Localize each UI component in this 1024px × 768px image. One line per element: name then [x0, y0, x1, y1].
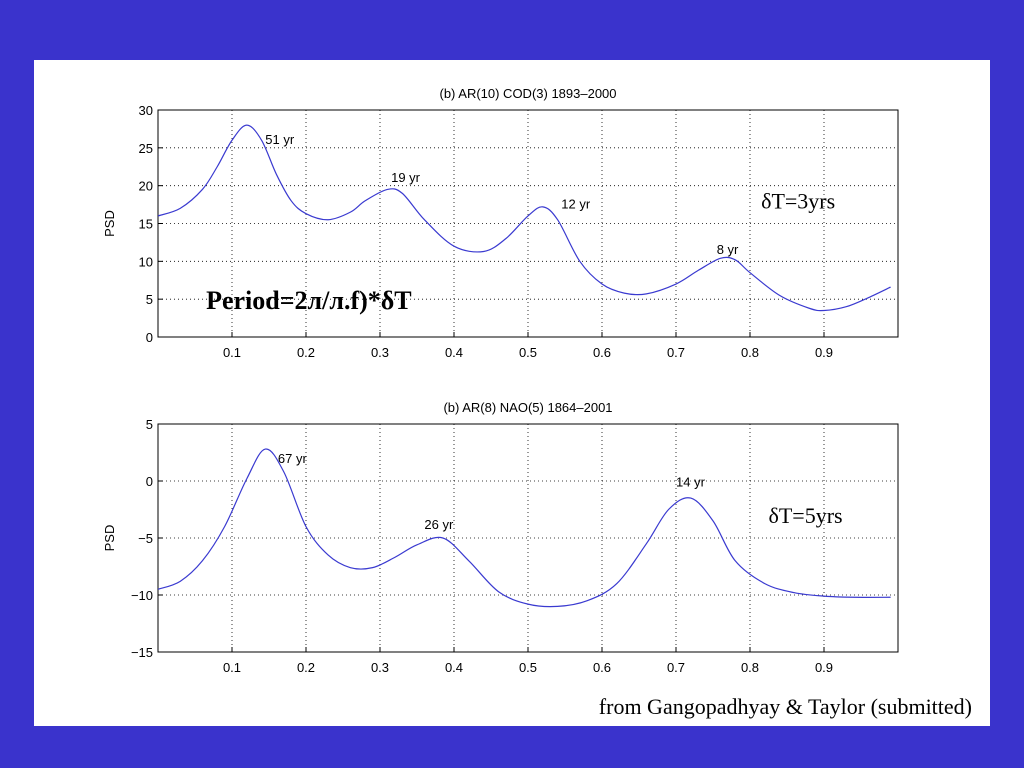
x-tick-label: 0.7: [667, 660, 685, 675]
x-tick-label: 0.4: [445, 345, 463, 360]
source-credit: from Gangopadhyay & Taylor (submitted): [598, 694, 972, 719]
y-axis-label: PSD: [102, 210, 117, 237]
y-tick-label: 25: [139, 141, 153, 156]
x-tick-label: 0.2: [297, 345, 315, 360]
x-tick-label: 0.9: [815, 345, 833, 360]
x-tick-label: 0.5: [519, 660, 537, 675]
y-tick-label: −15: [131, 645, 153, 660]
x-tick-label: 0.3: [371, 345, 389, 360]
x-tick-label: 0.8: [741, 345, 759, 360]
y-tick-label: 15: [139, 217, 153, 232]
x-tick-label: 0.4: [445, 660, 463, 675]
peak-annotation: 19 yr: [391, 170, 421, 185]
y-tick-label: 5: [146, 417, 153, 432]
delta-t-label: δT=5yrs: [769, 503, 843, 528]
x-tick-label: 0.6: [593, 345, 611, 360]
y-axis-label: PSD: [102, 525, 117, 552]
y-tick-label: 20: [139, 179, 153, 194]
psd-series-line: [158, 448, 891, 608]
peak-annotation: 67 yr: [278, 451, 308, 466]
psd-series-line: [158, 124, 891, 312]
peak-annotation: 26 yr: [424, 517, 454, 532]
chart-nao-psd: 0.1 0.2 0.3 0.4 0.5 0.6 0.7 0.8 0.9 −15 −10 −5 0 5 (b)…: [102, 400, 899, 675]
peak-annotation: 14 yr: [676, 475, 706, 490]
peak-annotation: 8 yr: [717, 242, 739, 257]
delta-t-label: δT=3yrs: [761, 188, 835, 213]
peak-annotation: 12 yr: [561, 196, 591, 211]
chart-title: (b) AR(10) COD(3) 1893–2000: [439, 86, 616, 101]
x-tick-label: 0.3: [371, 660, 389, 675]
x-tick-label: 0.9: [815, 660, 833, 675]
peak-annotation: 51 yr: [265, 132, 295, 147]
y-tick-label: 5: [146, 292, 153, 307]
x-tick-label: 0.1: [223, 660, 241, 675]
x-tick-label: 0.7: [667, 345, 685, 360]
chart-title: (b) AR(8) NAO(5) 1864–2001: [443, 400, 612, 415]
x-tick-label: 0.1: [223, 345, 241, 360]
y-tick-label: −10: [131, 588, 153, 603]
x-tick-label: 0.5: [519, 345, 537, 360]
slide: 0.1 0.2 0.3 0.4 0.5 0.6 0.7 0.8 0.9 0 5 10 15 20 25 30 (…: [34, 60, 990, 726]
x-tick-label: 0.8: [741, 660, 759, 675]
figure: 0.1 0.2 0.3 0.4 0.5 0.6 0.7 0.8 0.9 0 5 10 15 20 25 30 (…: [102, 86, 899, 675]
y-tick-label: 30: [139, 103, 153, 118]
y-tick-label: −5: [138, 531, 153, 546]
chart-cod-psd: 0.1 0.2 0.3 0.4 0.5 0.6 0.7 0.8 0.9 0 5 10 15 20 25 30 (…: [102, 86, 899, 360]
period-formula-label: Period=2л/л.f)*δT: [206, 286, 412, 315]
y-tick-label: 0: [146, 330, 153, 345]
y-tick-label: 0: [146, 474, 153, 489]
x-tick-label: 0.2: [297, 660, 315, 675]
x-tick-label: 0.6: [593, 660, 611, 675]
y-tick-label: 10: [139, 254, 153, 269]
